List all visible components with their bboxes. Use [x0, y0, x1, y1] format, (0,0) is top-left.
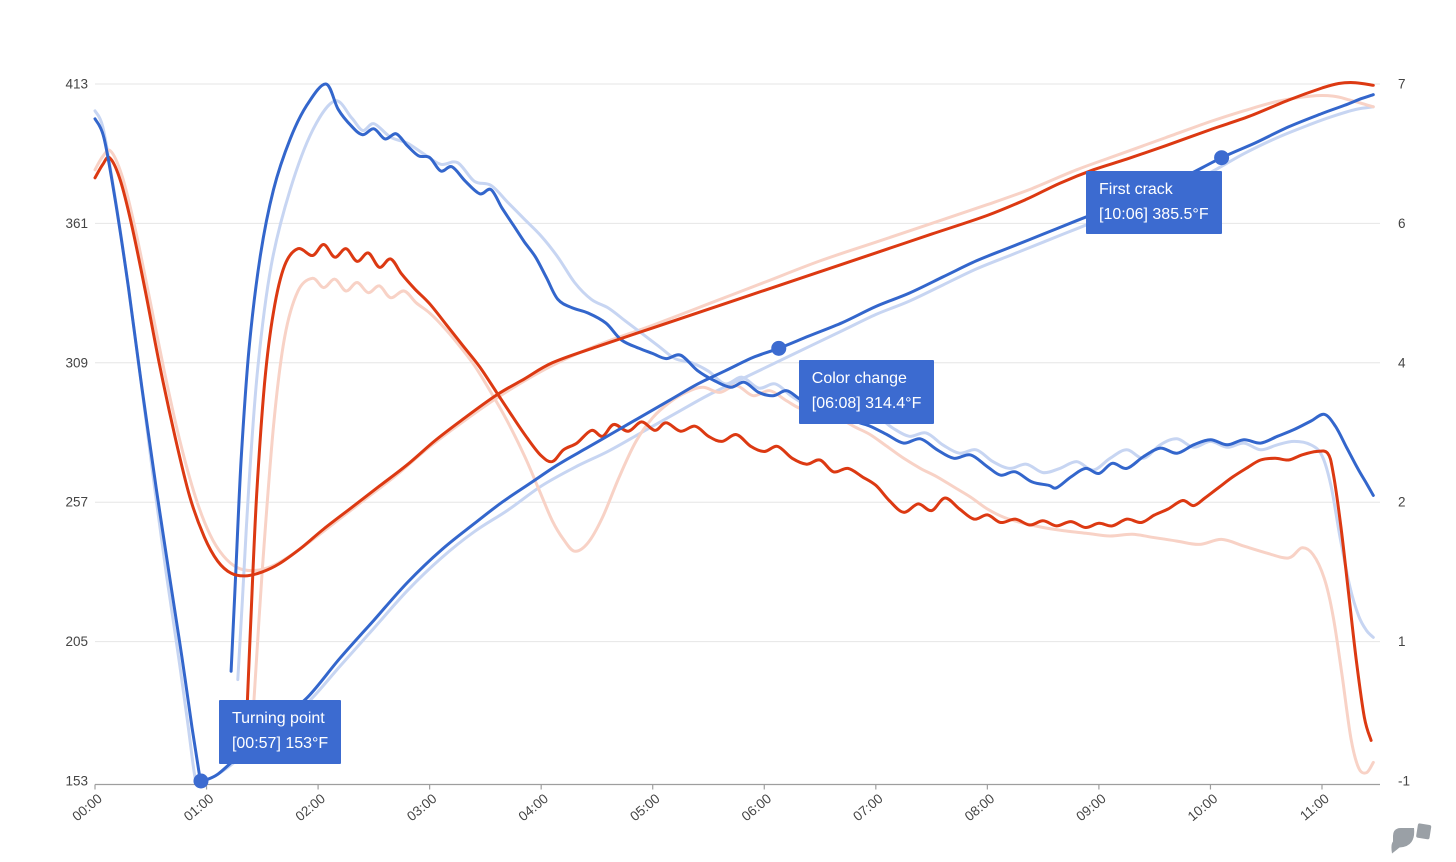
- series-drum-temp: [93, 81, 1375, 578]
- series-drum-temp-reference: [93, 94, 1375, 573]
- x-axis-label: 03:00: [404, 791, 440, 824]
- x-axis-label: 01:00: [181, 791, 217, 824]
- y-axis-left-label: 257: [65, 495, 88, 510]
- x-axis-label: 08:00: [962, 791, 998, 824]
- x-axis-label: 02:00: [292, 791, 328, 824]
- annotation-title: Color change: [811, 370, 907, 388]
- y-axis-right-label: 1: [1398, 634, 1406, 649]
- y-axis-left-label: 309: [65, 355, 88, 370]
- x-axis-label: 00:00: [69, 791, 105, 824]
- y-axis-right-label: 4: [1398, 355, 1406, 370]
- y-axis-left-label: 153: [65, 774, 88, 789]
- x-axis-label: 10:00: [1185, 791, 1221, 824]
- x-axis-label: 09:00: [1073, 791, 1109, 824]
- x-axis-label: 07:00: [850, 791, 886, 824]
- annotation-detail: [00:57] 153°F: [231, 734, 329, 752]
- annotation-marker-dot: [193, 773, 209, 789]
- annotation-color-change: Color change [06:08] 314.4°F: [798, 360, 935, 424]
- x-axis-label: 05:00: [627, 791, 663, 824]
- annotation-marker-dot: [1214, 150, 1230, 166]
- roast-world-logo-icon: [1391, 823, 1432, 854]
- annotation-turning-point: Turning point [00:57] 153°F: [218, 700, 342, 764]
- y-axis-right-label: 6: [1398, 216, 1406, 231]
- annotation-detail: [06:08] 314.4°F: [811, 395, 922, 413]
- x-axis-label: 11:00: [1297, 791, 1332, 824]
- y-axis-right-label: 2: [1398, 495, 1406, 510]
- x-axis-label: 04:00: [516, 791, 552, 824]
- annotation-first-crack: First crack [10:06] 385.5°F: [1086, 170, 1222, 235]
- annotation-title: Turning point: [231, 710, 325, 727]
- y-axis-left-label: 361: [65, 216, 88, 231]
- y-axis-left-label: 205: [65, 634, 88, 649]
- series-bean-ror: [229, 82, 1375, 673]
- series-drum-ror-reference: [251, 276, 1375, 775]
- y-axis-right-label: 7: [1398, 77, 1406, 92]
- y-axis-left-label: 413: [65, 77, 88, 92]
- annotation-detail: [10:06] 385.5°F: [1099, 205, 1209, 223]
- y-axis-right-label: -1: [1398, 774, 1410, 789]
- annotation-marker-dot: [771, 340, 787, 356]
- series-drum-ror: [245, 243, 1373, 742]
- x-axis-label: 06:00: [739, 791, 775, 824]
- annotation-title: First crack: [1099, 180, 1173, 198]
